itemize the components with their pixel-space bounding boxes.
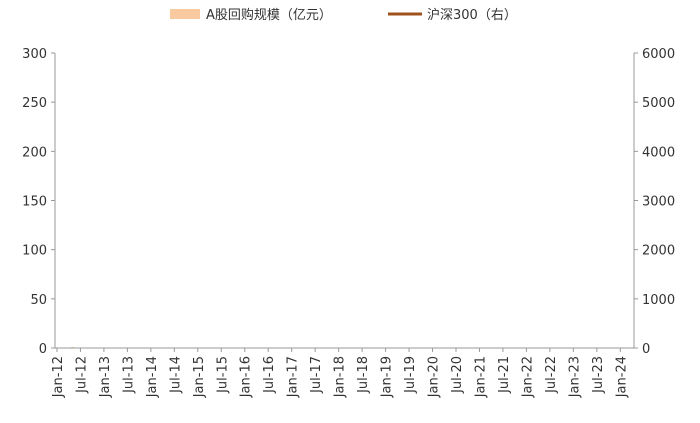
x-tick-label: Jul-18: [356, 356, 371, 394]
legend-bar-label: A股回购规模（亿元）: [206, 7, 332, 23]
x-tick-label: Jan-18: [333, 356, 348, 398]
x-tick-label: Jan-12: [51, 356, 66, 398]
x-tick-label: Jul-12: [74, 356, 89, 394]
x-tick-label: Jul-14: [168, 356, 183, 394]
x-tick-label: Jan-23: [567, 356, 582, 398]
x-axis-ticks: Jan-12 Jul-12 Jan-13 Jul-13 Jan-14 Jul-14 Jan-…: [51, 348, 629, 398]
x-tick-label: Jan-17: [286, 356, 301, 398]
x-tick-label: Jan-22: [520, 356, 535, 398]
y-right-tick-label: 6000: [642, 47, 675, 62]
y-axis-left-ticks: 0 50 100 150 200 250 300: [22, 47, 55, 357]
y-axis-right-ticks: 0 1000 2000 3000 4000 5000 6000: [634, 47, 675, 357]
x-tick-label: Jan-21: [473, 356, 488, 398]
legend-bar-swatch: [170, 9, 200, 19]
x-tick-label: Jan-24: [614, 356, 629, 398]
y-left-tick-label: 300: [22, 47, 47, 62]
axes: [54, 53, 635, 349]
y-right-tick-label: 2000: [642, 244, 675, 259]
y-left-tick-label: 50: [30, 293, 47, 308]
y-left-tick-label: 200: [22, 145, 47, 160]
y-right-tick-label: 1000: [642, 293, 675, 308]
x-tick-label: Jul-15: [215, 356, 230, 394]
x-tick-label: Jan-15: [192, 356, 207, 398]
y-right-tick-label: 5000: [642, 96, 675, 111]
x-tick-label: Jan-14: [145, 356, 160, 398]
x-tick-label: Jan-20: [427, 356, 442, 398]
x-tick-label: Jul-22: [544, 356, 559, 394]
y-left-tick-label: 100: [22, 244, 47, 259]
x-tick-label: Jul-19: [403, 356, 418, 394]
x-tick-label: Jan-13: [98, 356, 113, 398]
y-left-tick-label: 150: [22, 195, 47, 210]
y-right-tick-label: 3000: [642, 195, 675, 210]
legend-line-label: 沪深300（右）: [427, 7, 517, 23]
y-left-tick-label: 0: [39, 342, 47, 357]
x-tick-label: Jan-19: [380, 356, 395, 398]
x-tick-label: Jul-13: [121, 356, 136, 394]
x-tick-label: Jul-16: [262, 356, 277, 394]
x-tick-label: Jul-21: [497, 356, 512, 394]
x-tick-label: Jul-23: [591, 356, 606, 394]
x-tick-label: Jan-16: [239, 356, 254, 398]
x-tick-label: Jul-17: [309, 356, 324, 394]
y-right-tick-label: 4000: [642, 145, 675, 160]
x-tick-label: Jul-20: [450, 356, 465, 394]
legend: A股回购规模（亿元） 沪深300（右）: [170, 7, 517, 23]
y-right-tick-label: 0: [642, 342, 650, 357]
y-left-tick-label: 250: [22, 96, 47, 111]
